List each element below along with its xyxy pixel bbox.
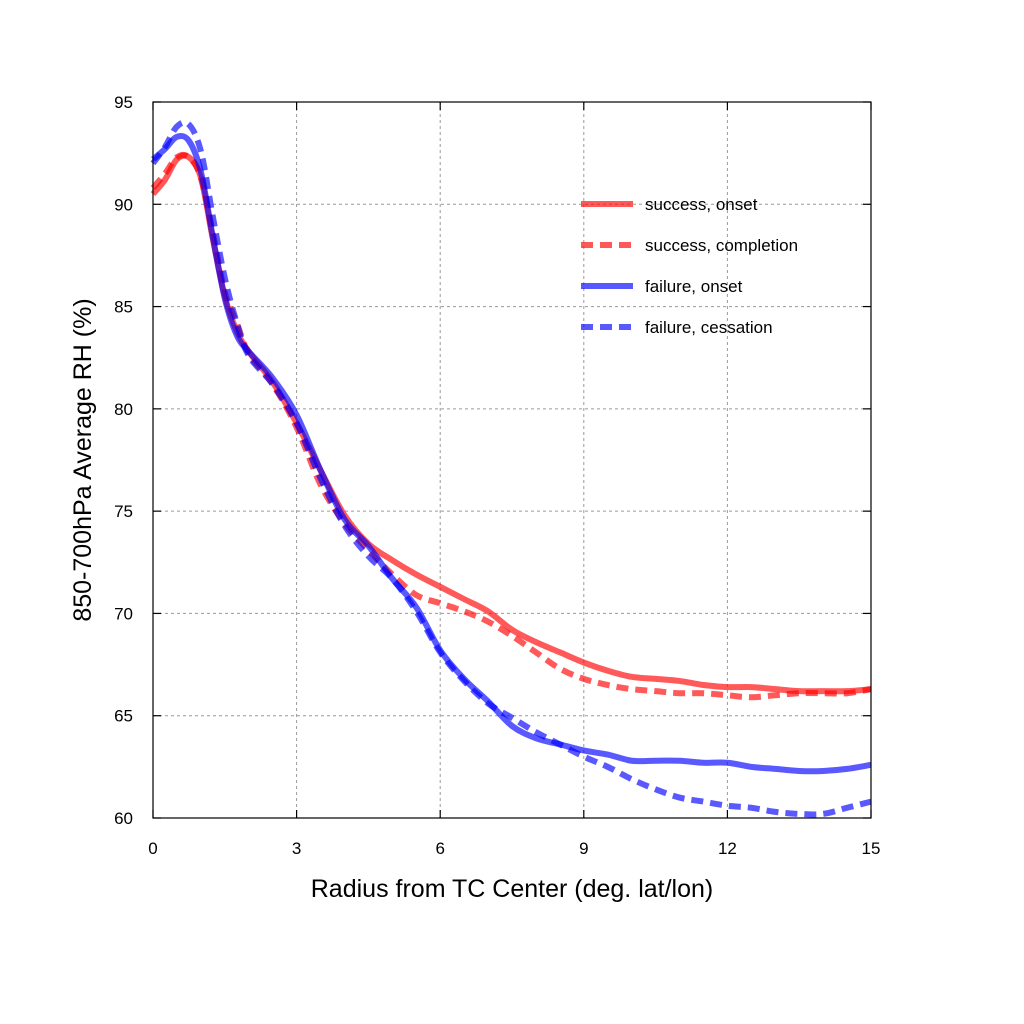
- series-layer: [150, 119, 872, 818]
- grid-lines: [153, 102, 871, 818]
- y-tick-label: 90: [114, 195, 133, 214]
- y-tick-label: 85: [114, 298, 133, 317]
- plot-frame: [152, 101, 872, 819]
- y-axis-title: 850-700hPa Average RH (%): [69, 298, 97, 621]
- x-tick-label: 15: [862, 839, 881, 858]
- series-line-failure-onset: [151, 132, 872, 775]
- x-tick-label: 9: [579, 839, 588, 858]
- x-tick-label: 0: [148, 839, 157, 858]
- series-line-failure-cessation: [150, 119, 872, 818]
- legend-label-success-onset: success, onset: [645, 195, 758, 214]
- y-tick-label: 65: [114, 707, 133, 726]
- x-tick-label: 3: [292, 839, 301, 858]
- legend-label-failure-cessation: failure, cessation: [645, 318, 773, 337]
- x-tick-label: 6: [435, 839, 444, 858]
- y-tick-label: 70: [114, 604, 133, 623]
- y-tick-label: 75: [114, 502, 133, 521]
- y-tick-label: 80: [114, 400, 133, 419]
- x-axis-title: Radius from TC Center (deg. lat/lon): [311, 875, 713, 903]
- y-tick-label: 95: [114, 93, 133, 112]
- y-tick-label: 60: [114, 809, 133, 828]
- legend: success, onset success, completion failure…: [581, 195, 798, 337]
- legend-label-failure-onset: failure, onset: [645, 277, 743, 296]
- axis-ticks: 0 3 6 9 12 15 60 65 70 75 80 85 90 95: [114, 93, 880, 858]
- legend-label-success-completion: success, completion: [645, 236, 798, 255]
- x-tick-label: 12: [718, 839, 737, 858]
